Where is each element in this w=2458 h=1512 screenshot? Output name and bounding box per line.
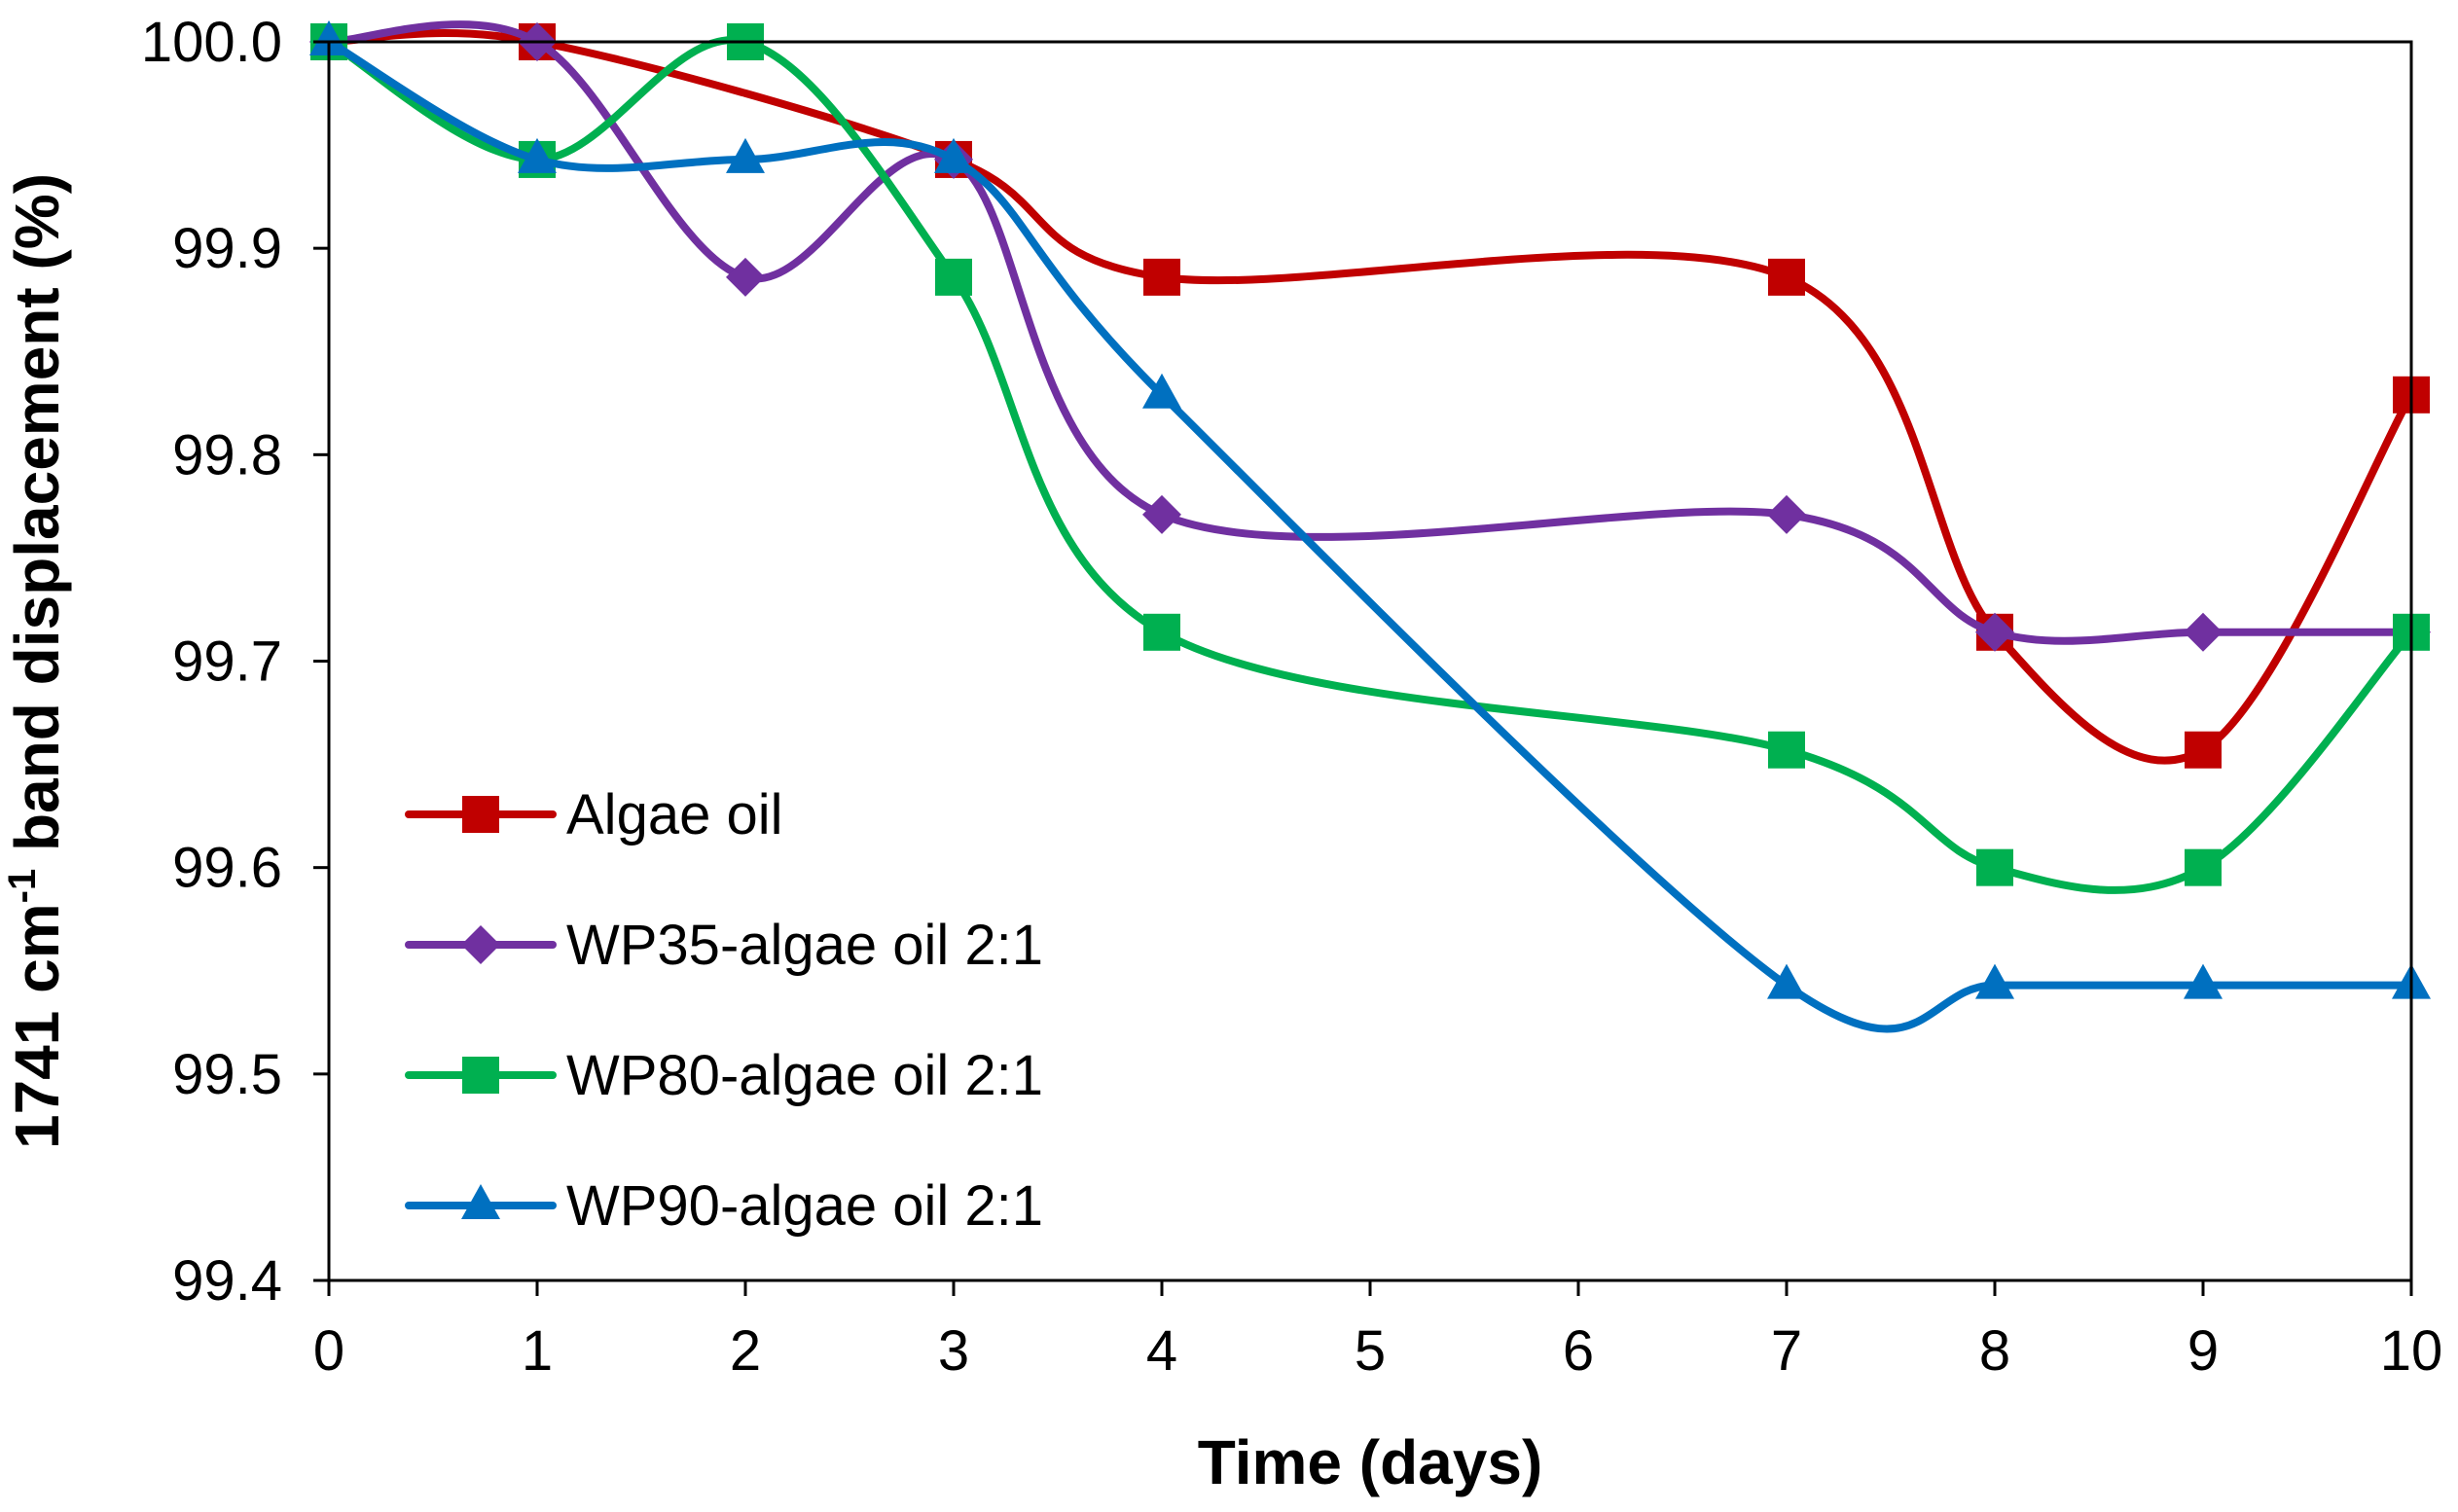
- y-tick-label: 99.8: [172, 423, 282, 486]
- x-tick-label: 0: [313, 1319, 344, 1383]
- legend-label: WP90-algae oil 2:1: [566, 1174, 1043, 1238]
- data-point: [726, 257, 765, 297]
- x-tick-label: 10: [2380, 1319, 2443, 1383]
- data-point: [2184, 612, 2223, 652]
- y-axis-title-rest: band displacement (%): [2, 173, 72, 869]
- data-point: [1142, 494, 1181, 534]
- data-point: [2185, 848, 2222, 886]
- data-point: [1767, 494, 1806, 534]
- data-point: [1768, 258, 1805, 296]
- series-line: [325, 29, 2415, 765]
- legend-marker: [462, 1057, 499, 1094]
- series-line: [325, 38, 2415, 1033]
- y-tick-label: 99.7: [172, 630, 282, 694]
- y-axis-title: 1741 cm-1 band displacement (%): [1, 173, 72, 1149]
- legend-entry: WP35-algae oil 2:1: [405, 914, 1043, 977]
- y-axis-title-main: 1741 cm: [2, 903, 72, 1149]
- x-axis-title: Time (days): [1198, 1427, 1543, 1497]
- data-point: [1143, 613, 1180, 651]
- x-tick-label: 6: [1563, 1319, 1594, 1383]
- data-point: [1767, 963, 1806, 999]
- data-point: [1975, 612, 2014, 652]
- legend-entry: WP80-algae oil 2:1: [405, 1044, 1043, 1107]
- x-tick-label: 4: [1146, 1319, 1177, 1383]
- x-tick-label: 9: [2187, 1319, 2219, 1383]
- data-point: [2184, 963, 2223, 999]
- x-tick-label: 1: [522, 1319, 553, 1383]
- legend-entry: Algae oil: [405, 783, 782, 846]
- x-tick-label: 5: [1355, 1319, 1386, 1383]
- y-tick-label: 99.6: [172, 837, 282, 900]
- data-point: [1142, 373, 1181, 409]
- data-point: [1143, 258, 1180, 296]
- data-point: [309, 20, 348, 55]
- data-point: [1768, 731, 1805, 769]
- data-point: [518, 137, 557, 173]
- data-point: [1976, 848, 2013, 886]
- legend-label: Algae oil: [566, 783, 782, 846]
- data-point: [1975, 963, 2014, 999]
- legend-marker: [461, 925, 500, 964]
- x-tick-label: 2: [730, 1319, 761, 1383]
- x-tick-label: 7: [1771, 1319, 1802, 1383]
- y-tick-label: 99.9: [172, 217, 282, 280]
- y-tick-label: 99.5: [172, 1043, 282, 1106]
- legend: Algae oil WP35-algae oil 2:1 WP80-algae oi…: [405, 783, 1043, 1238]
- data-point: [726, 137, 765, 173]
- legend-label: WP35-algae oil 2:1: [566, 914, 1043, 977]
- x-tick-label: 8: [1979, 1319, 2010, 1383]
- plot-series: [309, 20, 2431, 1033]
- data-point: [2185, 731, 2222, 769]
- y-tick-label: 99.4: [172, 1249, 282, 1313]
- legend-marker: [461, 1184, 500, 1219]
- y-tick-label: 100.0: [141, 11, 282, 74]
- axes: 0 1 2 3 4 5 6 7 8 9 10 99.4 99.5 99.6 99.7 99.8 99.9 100.…: [141, 11, 2442, 1383]
- data-point: [935, 258, 972, 296]
- y-axis-title-superscript: -1: [1, 869, 44, 904]
- legend-marker: [462, 796, 499, 833]
- legend-entry: WP90-algae oil 2:1: [405, 1174, 1043, 1238]
- data-point: [934, 137, 973, 173]
- legend-label: WP80-algae oil 2:1: [566, 1044, 1043, 1107]
- series-4: [309, 20, 2431, 1033]
- x-tick-label: 3: [938, 1319, 969, 1383]
